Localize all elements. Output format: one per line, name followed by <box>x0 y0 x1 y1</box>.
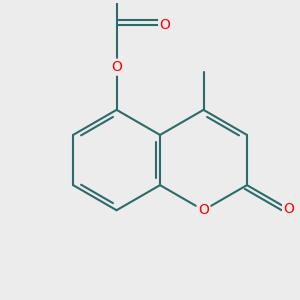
Text: O: O <box>160 17 170 32</box>
Text: O: O <box>111 60 122 74</box>
Text: O: O <box>198 203 209 217</box>
Text: O: O <box>284 202 294 216</box>
